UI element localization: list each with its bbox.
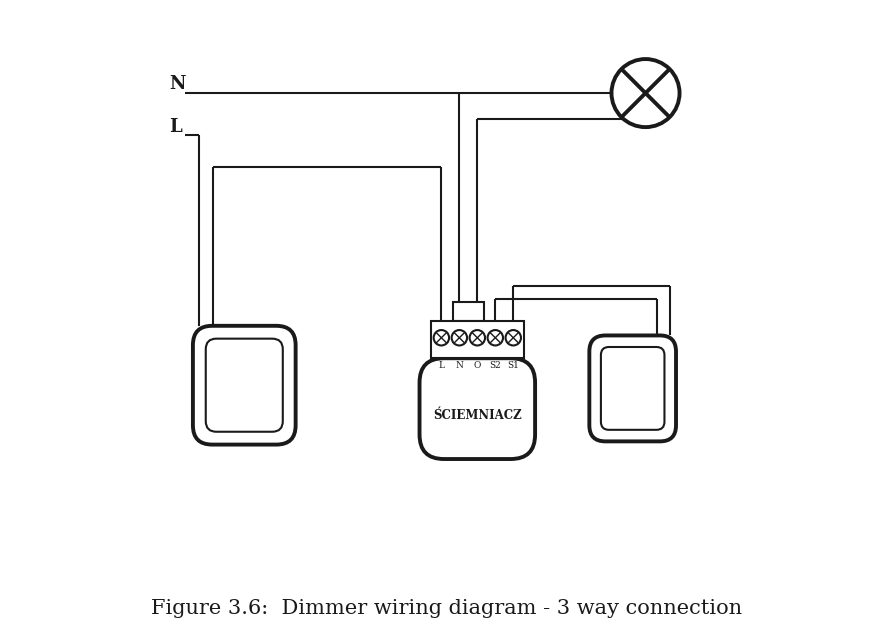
Circle shape: [505, 330, 521, 345]
Bar: [431, 321, 523, 358]
Text: L: L: [169, 118, 182, 136]
Circle shape: [434, 330, 449, 345]
Text: S2: S2: [489, 361, 501, 370]
FancyBboxPatch shape: [589, 335, 676, 442]
Circle shape: [612, 59, 680, 127]
Text: Figure 3.6:  Dimmer wiring diagram - 3 way connection: Figure 3.6: Dimmer wiring diagram - 3 wa…: [151, 599, 742, 618]
FancyBboxPatch shape: [601, 347, 664, 430]
Text: L: L: [438, 361, 445, 370]
FancyBboxPatch shape: [420, 358, 535, 459]
Text: N: N: [169, 75, 186, 93]
Text: ŚCIEMNIACZ: ŚCIEMNIACZ: [433, 408, 522, 422]
Text: S1: S1: [507, 361, 519, 370]
Circle shape: [452, 330, 467, 345]
Text: O: O: [473, 361, 481, 370]
Text: N: N: [455, 361, 463, 370]
Circle shape: [488, 330, 503, 345]
Circle shape: [470, 330, 485, 345]
Bar: [453, 302, 484, 321]
FancyBboxPatch shape: [205, 339, 283, 432]
FancyBboxPatch shape: [193, 326, 296, 444]
